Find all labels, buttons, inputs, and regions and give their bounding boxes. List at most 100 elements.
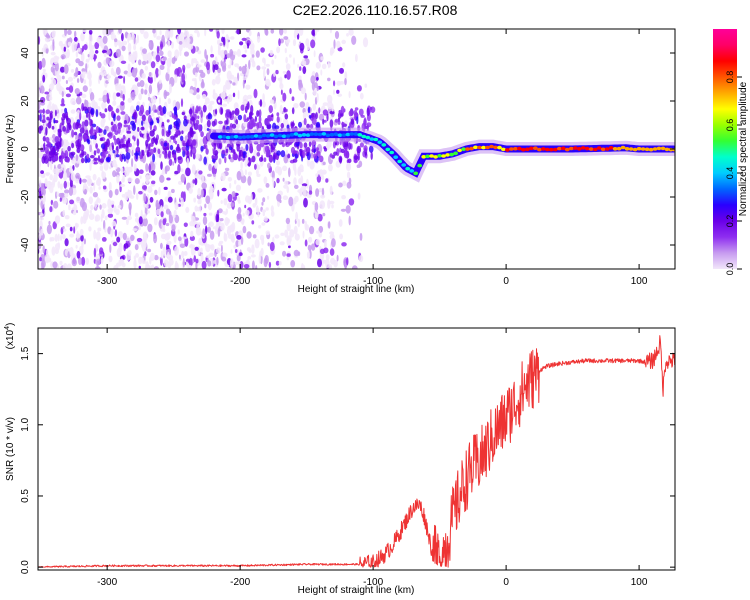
spectrogram-speckle	[46, 224, 53, 235]
spectrogram-speckle	[251, 260, 255, 269]
spectrogram-speckle	[99, 204, 102, 210]
spectrogram-speckle	[350, 118, 355, 125]
spectrogram-speckle	[293, 103, 299, 109]
ridge-blob	[600, 147, 606, 152]
spectrogram-speckle	[348, 29, 354, 36]
spectrogram-speckle	[177, 156, 182, 160]
ridge-blob	[341, 133, 347, 137]
spectrogram-speckle	[83, 134, 88, 141]
ridge-blob	[337, 133, 343, 137]
spectrogram-speckle	[152, 153, 156, 163]
spectrogram-speckle	[257, 188, 263, 193]
spectrogram-speckle	[91, 99, 96, 108]
spectrogram-speckle	[233, 149, 236, 155]
spectrogram-speckle	[259, 99, 263, 107]
spectrogram-speckle	[267, 195, 270, 200]
spectrogram-speckle	[255, 50, 260, 58]
spectrogram-speckle	[268, 261, 272, 268]
spectrogram-speckle	[153, 147, 157, 153]
spectrogram-speckle	[202, 104, 207, 113]
spectrogram-speckle	[40, 228, 44, 236]
spectrogram-speckle	[149, 196, 154, 203]
spectrogram-speckle	[329, 185, 333, 196]
spectrogram-speckle	[236, 254, 241, 262]
spectrogram-speckle	[205, 148, 209, 155]
spectrogram-speckle	[229, 182, 232, 189]
spectrogram-speckle	[287, 153, 291, 159]
spectrogram-speckle	[184, 237, 189, 247]
spectrogram-speckle	[114, 229, 118, 237]
spectrogram-speckle	[185, 167, 191, 177]
spectrogram-speckle	[41, 47, 44, 57]
spectrogram-speckle	[47, 104, 52, 111]
spectrogram-speckle	[50, 199, 54, 206]
spectrogram-speckle	[73, 75, 76, 80]
spectrogram-speckle	[38, 150, 44, 159]
spectrogram-speckle	[151, 264, 155, 269]
spectrogram-speckle	[290, 146, 296, 154]
spectrogram-speckle	[60, 54, 66, 60]
spectrogram-speckle	[188, 187, 193, 194]
spectrogram-speckle	[303, 197, 308, 208]
ridge-blob	[465, 147, 470, 151]
spectrogram-speckle	[103, 118, 106, 123]
spectrogram-speckle	[200, 131, 204, 138]
spectrogram-speckle	[112, 92, 117, 101]
spectrogram-speckle	[327, 221, 331, 229]
spectrogram-speckle	[131, 67, 137, 78]
spectrogram-speckle	[66, 51, 70, 58]
spectrogram-speckle	[200, 145, 204, 152]
spectrogram-speckle	[304, 239, 308, 247]
spectrogram-speckle	[65, 93, 71, 98]
spectrogram-speckle	[59, 234, 63, 241]
spectrogram-speckle	[179, 243, 186, 249]
spectrogram-speckle	[333, 151, 338, 156]
spectrogram-speckle	[344, 71, 348, 81]
spectrogram-speckle	[306, 123, 310, 129]
spectrogram-speckle	[148, 143, 151, 152]
spectrogram-speckle	[52, 221, 57, 230]
spectrogram-speckle	[114, 188, 119, 196]
ridge-blob	[373, 137, 379, 142]
spectrogram-speckle	[132, 111, 138, 120]
spectrogram-speckle	[80, 157, 85, 164]
spectrogram-speckle	[199, 198, 202, 205]
spectrogram-speckle	[178, 254, 181, 260]
spectrogram-speckle	[56, 145, 60, 153]
spectrogram-speckle	[220, 222, 225, 231]
spectrogram-speckle	[209, 185, 214, 190]
spectrogram-speckle	[256, 152, 261, 157]
spectrogram-speckle	[88, 111, 91, 121]
y-tick-label: 0.5	[20, 489, 31, 503]
spectrogram-speckle	[45, 150, 50, 159]
spectrogram-speckle	[183, 118, 188, 127]
colorbar-label: Normalized spectral amplitude	[738, 81, 749, 216]
spectrogram-speckle	[219, 42, 223, 47]
spectrogram-speckle	[70, 98, 76, 105]
spectrogram-speckle	[329, 200, 335, 205]
spectrogram-speckle	[261, 237, 265, 246]
spectrogram-speckle	[267, 242, 270, 247]
spectrogram-speckle	[328, 264, 333, 269]
spectrogram-speckle	[246, 94, 253, 100]
spectrogram-speckle	[285, 108, 288, 113]
spectrogram-speckle	[128, 53, 134, 62]
ridge-blob	[628, 147, 634, 151]
spectrogram-speckle	[65, 80, 68, 84]
spectrogram-speckle	[198, 237, 202, 246]
spectrogram-speckle	[182, 142, 187, 147]
spectrogram-speckle	[68, 167, 74, 173]
spectrogram-speckle	[243, 121, 249, 127]
spectrogram-speckle	[262, 101, 266, 108]
spectrogram-speckle	[341, 242, 347, 247]
spectrogram-speckle	[159, 64, 165, 71]
spectrogram-speckle	[141, 260, 147, 264]
spectrogram-speckle	[258, 109, 262, 118]
ridge-blob	[229, 135, 235, 139]
spectrogram-speckle	[276, 46, 281, 54]
spectrogram-speckle	[282, 165, 288, 172]
spectrogram-y-axis: -40 -20 0 20 40	[20, 47, 675, 252]
spectrogram-speckle	[316, 230, 320, 234]
spectrogram-speckle	[231, 221, 236, 232]
snr-x-label: Height of straight line (km)	[298, 585, 415, 596]
